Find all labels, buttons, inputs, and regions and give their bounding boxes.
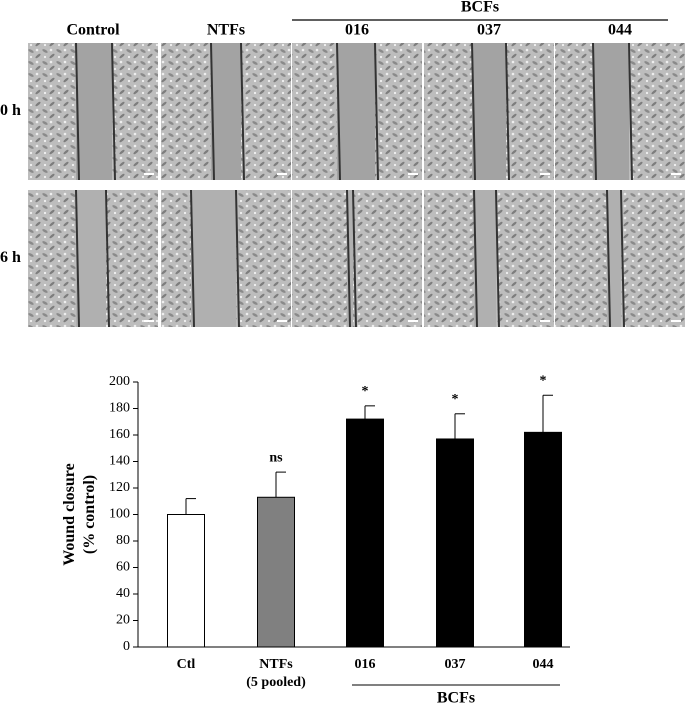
wound-edge	[505, 42, 510, 181]
y-tick-label: 160	[109, 427, 130, 442]
x-tick-label: 044	[533, 657, 554, 672]
x-tick-label: 016	[355, 657, 376, 672]
wound-edge	[628, 42, 633, 181]
column-label: 044	[608, 22, 632, 39]
column-label: 016	[345, 22, 369, 39]
y-tick-label: 180	[109, 401, 130, 416]
y-tick-label: 80	[116, 533, 130, 548]
y-axis-label-line: (% control)	[81, 475, 98, 554]
wound-gap	[191, 190, 236, 327]
wound-edge	[190, 189, 195, 328]
y-tick-label: 120	[109, 480, 130, 495]
wound-gap	[472, 43, 506, 180]
wound-gap	[76, 43, 112, 180]
wound-edge	[346, 189, 351, 328]
column-label: NTFs	[207, 22, 245, 39]
significance-label: *	[362, 384, 369, 399]
wound-edge	[495, 189, 500, 328]
wound-gap	[593, 43, 629, 180]
wound-edge	[75, 42, 80, 181]
x-tick-label: (5 pooled)	[246, 675, 306, 690]
wound-edge	[471, 42, 476, 181]
wound-edge	[210, 42, 215, 181]
row-label: 6 h	[0, 249, 21, 266]
wound-gap	[607, 190, 621, 327]
y-tick-label: 20	[116, 613, 130, 628]
column-label: Control	[66, 22, 120, 39]
wound-gap	[347, 190, 353, 327]
wound-edge	[336, 42, 341, 181]
x-tick-label: NTFs	[259, 657, 293, 672]
wound-edge	[352, 189, 357, 328]
wound-edge	[240, 42, 245, 181]
significance-label: *	[540, 373, 547, 388]
wound-edge	[75, 189, 80, 328]
wound-gap	[337, 43, 375, 180]
row-label: 0 h	[0, 102, 21, 119]
y-tick-label: 0	[123, 639, 130, 654]
wound-edge	[473, 189, 478, 328]
group-label: BCFs	[461, 0, 499, 16]
bar	[524, 431, 562, 648]
x-tick-label: 037	[445, 657, 466, 672]
y-tick-label: 140	[109, 454, 130, 469]
bar	[257, 496, 295, 648]
wound-edge	[235, 189, 240, 328]
wound-gap	[474, 190, 496, 327]
y-tick-label: 100	[109, 507, 130, 522]
x-tick-label: Ctl	[177, 657, 196, 672]
bar	[346, 418, 384, 648]
wound-edge	[105, 189, 110, 328]
wound-edge	[592, 42, 597, 181]
wound-edge	[620, 189, 625, 328]
bar	[436, 438, 474, 648]
wound-gap	[211, 43, 241, 180]
wound-gap	[76, 190, 106, 327]
group-label: BCFs	[437, 690, 475, 707]
y-axis-label: Wound closure (% control)	[61, 463, 98, 565]
micrographs: Control NTFs 016 037 044 BCFs 0 h 6 h	[0, 0, 685, 328]
y-tick-label: 60	[116, 560, 130, 575]
y-tick-label: 40	[116, 586, 130, 601]
wound-edge	[606, 189, 611, 328]
y-axis-label-line: Wound closure	[61, 463, 78, 565]
significance-label: *	[452, 392, 459, 407]
significance-label: ns	[269, 450, 283, 465]
bar-chart: 0 20 40 60 80 100 120 140 160 180 200 Wound closure…	[61, 373, 570, 707]
bar	[167, 514, 205, 648]
column-label: 037	[477, 22, 501, 39]
micrograph	[292, 190, 422, 327]
y-tick-label: 200	[109, 374, 130, 389]
wound-edge	[374, 42, 379, 181]
wound-edge	[111, 42, 116, 181]
